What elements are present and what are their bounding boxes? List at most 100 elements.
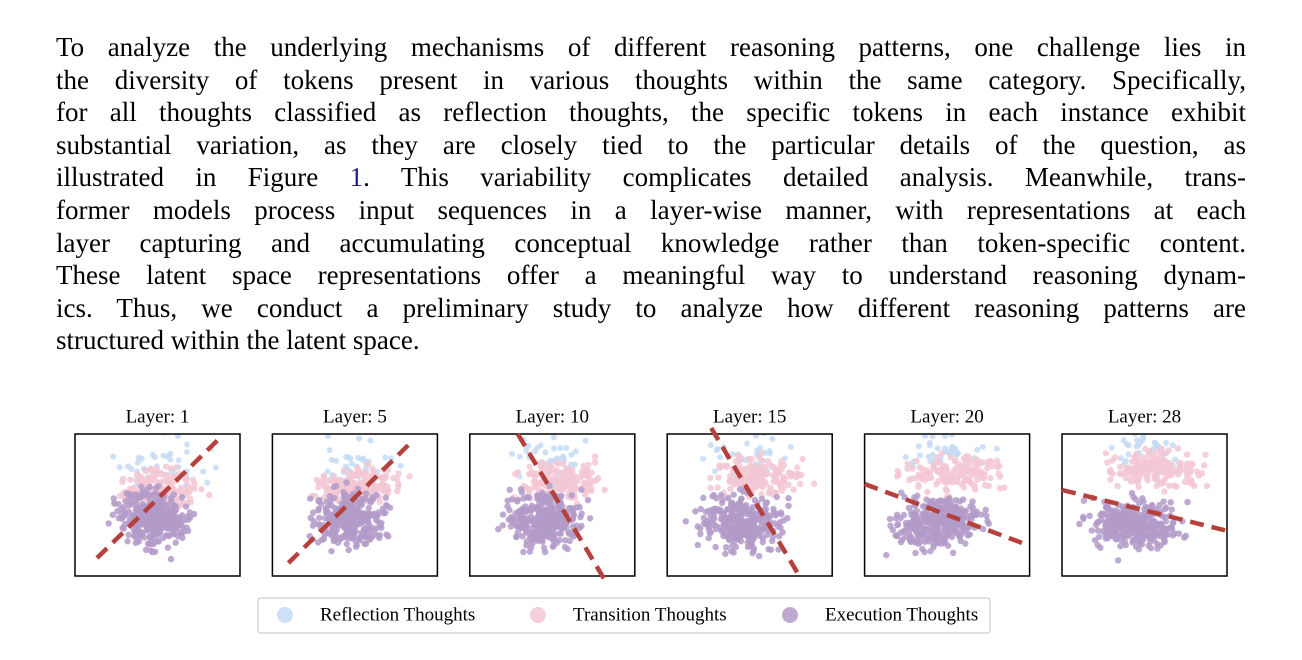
dot [1104,503,1112,510]
dot [785,469,793,476]
panel-frame [271,433,439,577]
dot [509,514,516,522]
dot [926,439,933,446]
dot [1159,513,1166,520]
dot [915,483,922,491]
panel-title: Layer: 1 [126,406,190,427]
dot [728,529,736,536]
dot [1184,498,1191,506]
dot [534,495,542,502]
dot [371,482,379,489]
figure-reference[interactable]: 1 [349,162,364,193]
dot [897,538,905,546]
text-line: layer capturing and accumulating concept… [56,227,1246,260]
dot [109,511,117,519]
dot [549,529,556,537]
dot [182,503,190,510]
dot [933,481,940,488]
dot [322,484,330,491]
dot [720,462,727,470]
dot [118,515,125,522]
dot [1095,518,1103,525]
dot [179,512,186,519]
legend-marker [782,607,798,623]
dot [548,500,555,507]
dot [406,473,413,480]
dot [1097,544,1104,551]
dot [495,525,502,533]
dot [316,496,323,504]
dot [772,467,779,474]
dot [329,520,337,528]
dot [984,465,991,472]
dot [1165,447,1172,454]
dot [769,533,777,540]
dot [744,543,752,551]
dot [397,462,404,469]
dot [180,528,187,536]
dot [1162,504,1170,511]
dot [912,539,919,546]
dot [798,471,805,479]
dot [1181,534,1188,541]
dot [562,537,569,544]
text: the diversity of tokens present in vario… [56,64,1246,95]
dot [546,482,553,489]
dot [1151,527,1159,535]
dot [336,477,344,485]
dot [591,459,599,466]
separator-line [1061,487,1229,534]
dot [777,524,784,531]
dot [1133,534,1140,542]
dot [569,516,576,523]
panel-title: Layer: 10 [516,406,589,427]
dot [166,477,173,484]
dot [993,445,1000,452]
dot [717,492,725,499]
dot [902,454,909,461]
dot [994,463,1002,471]
dot [773,493,781,501]
dot [170,491,177,498]
dot [735,534,742,542]
dot [1140,460,1147,467]
dot [357,468,364,475]
dot [362,490,370,497]
dot [154,538,161,545]
dot [357,510,365,517]
dot [722,550,729,558]
panel-frame [74,433,241,577]
dot [161,512,168,520]
dot [712,543,719,551]
dot [1170,519,1177,526]
dot [750,477,757,485]
dot [960,484,967,491]
dot [388,455,395,462]
text-line: substantial variation, as they are close… [56,129,1246,162]
dot [160,501,167,508]
dot [886,515,894,523]
dot [509,450,516,457]
dot [178,494,186,501]
dot [186,509,194,516]
dot [534,529,542,537]
dot [325,434,332,440]
dot [316,514,323,521]
dot [125,531,132,538]
panel-frame [863,433,1031,577]
dot [1140,434,1147,441]
dot [810,480,818,487]
dot [1129,539,1136,546]
dot [987,474,994,482]
dot [929,434,936,440]
dot [767,484,774,492]
dot [105,520,112,527]
dot [142,546,150,554]
dot [586,515,594,522]
dot [942,479,950,486]
dot [715,474,722,481]
dot [1127,475,1134,482]
dot [1116,463,1124,470]
dot [361,473,368,480]
dot [364,517,371,524]
